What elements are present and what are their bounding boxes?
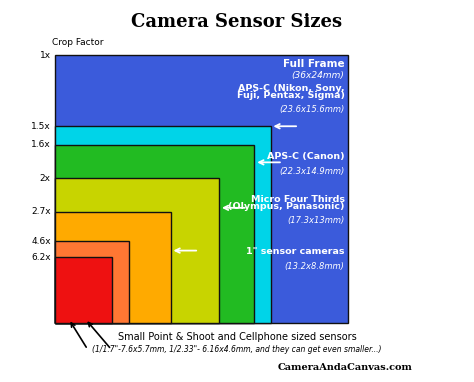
Text: 1x: 1x (40, 51, 51, 60)
Text: Full Frame: Full Frame (283, 59, 345, 69)
Text: 2x: 2x (40, 174, 51, 183)
Text: (23.6x15.6mm): (23.6x15.6mm) (279, 105, 345, 115)
Text: 2.7x: 2.7x (31, 207, 51, 216)
Text: Small Point & Shoot and Cellphone sized sensors: Small Point & Shoot and Cellphone sized … (118, 332, 356, 342)
Text: 1" sensor cameras: 1" sensor cameras (246, 247, 345, 256)
Text: Fuji, Pentax, Sigma): Fuji, Pentax, Sigma) (237, 91, 345, 100)
Text: CameraAndaCanvas.com: CameraAndaCanvas.com (277, 363, 412, 372)
Text: 4.6x: 4.6x (31, 237, 51, 246)
Text: (17.3x13mm): (17.3x13mm) (287, 216, 345, 225)
Text: Micro Four Thirds: Micro Four Thirds (251, 195, 345, 204)
Text: (Olympus, Panasonic): (Olympus, Panasonic) (228, 202, 345, 211)
Text: (13.2x8.8mm): (13.2x8.8mm) (285, 262, 345, 271)
Text: Crop Factor: Crop Factor (52, 38, 104, 47)
Text: (36x24mm): (36x24mm) (292, 71, 345, 80)
Text: Camera Sensor Sizes: Camera Sensor Sizes (131, 13, 343, 31)
Text: (22.3x14.9mm): (22.3x14.9mm) (279, 167, 345, 176)
Text: APS-C (Canon): APS-C (Canon) (267, 152, 345, 161)
Text: APS-C (Nikon, Sony,: APS-C (Nikon, Sony, (238, 84, 345, 93)
Text: (1/1.7"-7.6x5.7mm, 1/2.33"- 6.16x4.6mm, and they can get even smaller...): (1/1.7"-7.6x5.7mm, 1/2.33"- 6.16x4.6mm, … (92, 345, 382, 354)
Text: 6.2x: 6.2x (31, 253, 51, 262)
Text: 1.5x: 1.5x (31, 122, 51, 131)
Text: 1.6x: 1.6x (31, 141, 51, 149)
